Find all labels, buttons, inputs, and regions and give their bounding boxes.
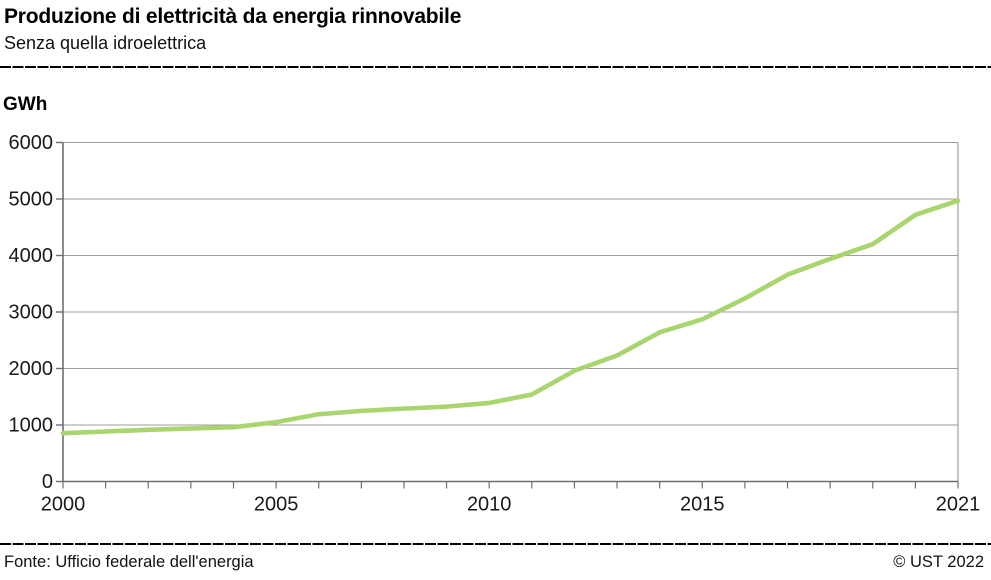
y-axis-label: 6000 <box>9 132 54 154</box>
y-axis-label: 1000 <box>9 415 54 437</box>
page-title: Produzione di elettricità da energia rin… <box>4 5 462 28</box>
footer: Fonte: Ufficio federale dell'energia © U… <box>4 553 984 572</box>
footer-divider <box>0 543 991 545</box>
source-note: Fonte: Ufficio federale dell'energia <box>4 553 254 571</box>
copyright-note: © UST 2022 <box>893 553 984 571</box>
x-axis-label: 2005 <box>254 494 299 516</box>
y-axis-unit-label: GWh <box>3 94 48 115</box>
y-axis-label: 4000 <box>9 245 54 267</box>
y-axis-label: 0 <box>42 471 53 493</box>
y-axis-label: 5000 <box>9 189 54 211</box>
x-axis-label: 2021 <box>936 494 981 516</box>
x-axis-label: 2010 <box>467 494 512 516</box>
y-axis-label: 2000 <box>9 358 54 380</box>
y-axis-label: 3000 <box>9 302 54 324</box>
data-series-line <box>60 198 961 436</box>
x-axis-label: 2000 <box>41 494 86 516</box>
page-subtitle: Senza quella idroelettrica <box>4 33 207 53</box>
x-axis-label: 2015 <box>680 494 725 516</box>
header-divider <box>0 66 991 68</box>
